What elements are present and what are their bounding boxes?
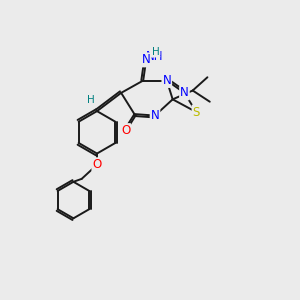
Text: S: S xyxy=(193,106,200,118)
Text: NH: NH xyxy=(146,50,164,64)
Text: O: O xyxy=(92,158,102,171)
Text: N: N xyxy=(180,86,189,99)
Text: N: N xyxy=(151,109,159,122)
Text: O: O xyxy=(121,124,130,137)
Text: H: H xyxy=(87,95,94,105)
Text: N: N xyxy=(162,74,171,87)
Text: N: N xyxy=(142,53,151,66)
Text: H: H xyxy=(152,47,160,57)
